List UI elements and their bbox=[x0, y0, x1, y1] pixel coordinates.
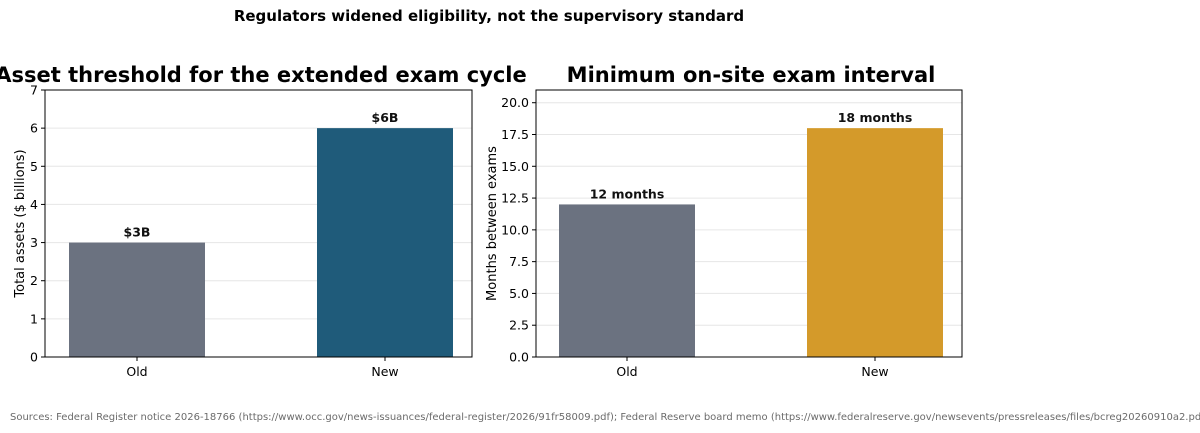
y-axis-label: Months between exams bbox=[485, 146, 500, 301]
y-tick-label: 1 bbox=[30, 311, 38, 326]
y-tick-label: 5 bbox=[30, 159, 38, 174]
chart-panel-asset-threshold: Asset threshold for the extended exam cy… bbox=[0, 63, 527, 379]
plot-frame bbox=[535, 89, 963, 358]
x-tick-label: New bbox=[861, 364, 888, 379]
plot-frame bbox=[44, 89, 473, 358]
bar-old bbox=[559, 204, 695, 357]
chart-panel-exam-interval: Minimum on-site exam interval 12 months 18… bbox=[485, 63, 963, 379]
bar-new bbox=[807, 128, 943, 357]
y-tick-label: 5.0 bbox=[509, 286, 529, 301]
y-axis-label: Total assets ($ billions) bbox=[13, 149, 28, 298]
data-label: $6B bbox=[372, 110, 399, 125]
chart-title: Asset threshold for the extended exam cy… bbox=[0, 63, 527, 87]
x-tick-label: New bbox=[371, 364, 398, 379]
y-tick-label: 0.0 bbox=[509, 350, 529, 365]
y-tick-label: 10.0 bbox=[501, 222, 529, 237]
x-tick-label: Old bbox=[126, 364, 147, 379]
source-note: Sources: Federal Register notice 2026-18… bbox=[10, 412, 1200, 423]
y-tick-label: 12.5 bbox=[501, 191, 529, 206]
bar-new bbox=[317, 128, 453, 357]
y-tick-label: 6 bbox=[30, 121, 38, 136]
y-tick-label: 15.0 bbox=[501, 159, 529, 174]
y-tick-label: 0 bbox=[30, 350, 38, 365]
y-tick-label: 20.0 bbox=[501, 95, 529, 110]
y-tick-label: 2.5 bbox=[509, 318, 529, 333]
y-tick-label: 4 bbox=[30, 197, 38, 212]
figure-suptitle: Regulators widened eligibility, not the … bbox=[234, 7, 744, 25]
y-tick-label: 3 bbox=[30, 235, 38, 250]
y-tick-label: 7.5 bbox=[509, 254, 529, 269]
data-label: 18 months bbox=[838, 110, 913, 125]
y-tick-label: 7 bbox=[30, 83, 38, 98]
y-tick-label: 2 bbox=[30, 273, 38, 288]
chart-title: Minimum on-site exam interval bbox=[567, 63, 936, 87]
y-tick-label: 17.5 bbox=[501, 127, 529, 142]
bar-old bbox=[69, 242, 205, 357]
data-label: $3B bbox=[124, 225, 151, 240]
x-tick-label: Old bbox=[616, 364, 637, 379]
data-label: 12 months bbox=[590, 186, 665, 201]
